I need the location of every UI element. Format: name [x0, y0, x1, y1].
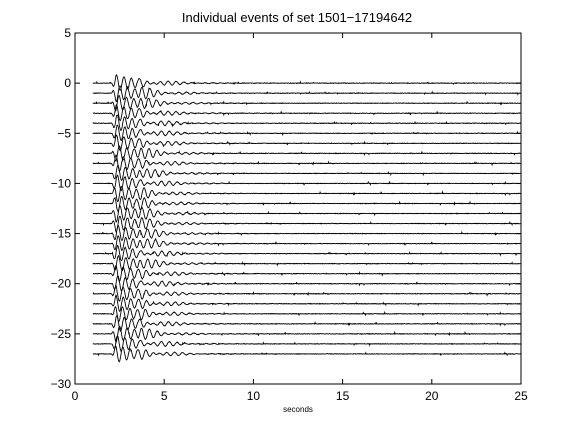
- plot-frame: [74, 32, 522, 385]
- x-tick-label: 5: [161, 389, 168, 403]
- y-tick-label: −25: [51, 327, 72, 341]
- event-trace: [92, 114, 522, 132]
- event-trace: [92, 154, 522, 172]
- y-tick-label: −15: [51, 227, 72, 241]
- event-trace: [92, 94, 522, 112]
- event-trace: [92, 195, 522, 212]
- event-trace: [92, 305, 522, 322]
- y-tick-label: 5: [64, 26, 71, 40]
- x-tick-label: 0: [72, 389, 79, 403]
- event-trace: [92, 174, 522, 191]
- y-tick-label: −20: [51, 277, 72, 291]
- event-trace: [92, 185, 522, 202]
- event-trace: [92, 335, 521, 352]
- event-trace: [92, 85, 522, 103]
- event-trace: [92, 124, 522, 142]
- y-tick-label: 0: [64, 76, 71, 90]
- event-trace: [92, 224, 522, 241]
- y-tick-label: −5: [57, 126, 71, 140]
- x-tick-label: 25: [514, 389, 528, 403]
- event-trace: [92, 315, 522, 332]
- event-trace: [92, 204, 522, 223]
- event-trace: [92, 74, 522, 91]
- event-trace: [92, 325, 521, 345]
- y-tick-label: −10: [51, 176, 72, 190]
- event-trace: [92, 235, 522, 252]
- event-trace: [92, 255, 522, 272]
- x-tick-label: 10: [247, 389, 261, 403]
- event-trace: [92, 264, 522, 282]
- x-tick-label: 15: [336, 389, 350, 403]
- event-trace: [92, 284, 522, 302]
- event-trace: [92, 274, 522, 292]
- event-trace: [92, 104, 522, 122]
- event-trace: [92, 294, 521, 312]
- event-trace: [92, 215, 522, 233]
- event-trace: [92, 145, 522, 162]
- trace-group: [92, 74, 522, 363]
- event-trace: [92, 345, 522, 363]
- x-axis: 0 5 10 15 20 25: [72, 33, 528, 403]
- x-axis-label: seconds: [283, 405, 313, 414]
- chart-title: Individual events of set 1501−17194642: [182, 10, 412, 25]
- event-trace: [92, 164, 522, 182]
- event-trace: [92, 134, 522, 152]
- x-tick-label: 20: [425, 389, 439, 403]
- event-trace: [92, 244, 522, 262]
- y-tick-label: −30: [51, 377, 72, 391]
- y-axis: 5 0 −5 −10 −15 −20 −25 −30: [51, 26, 521, 391]
